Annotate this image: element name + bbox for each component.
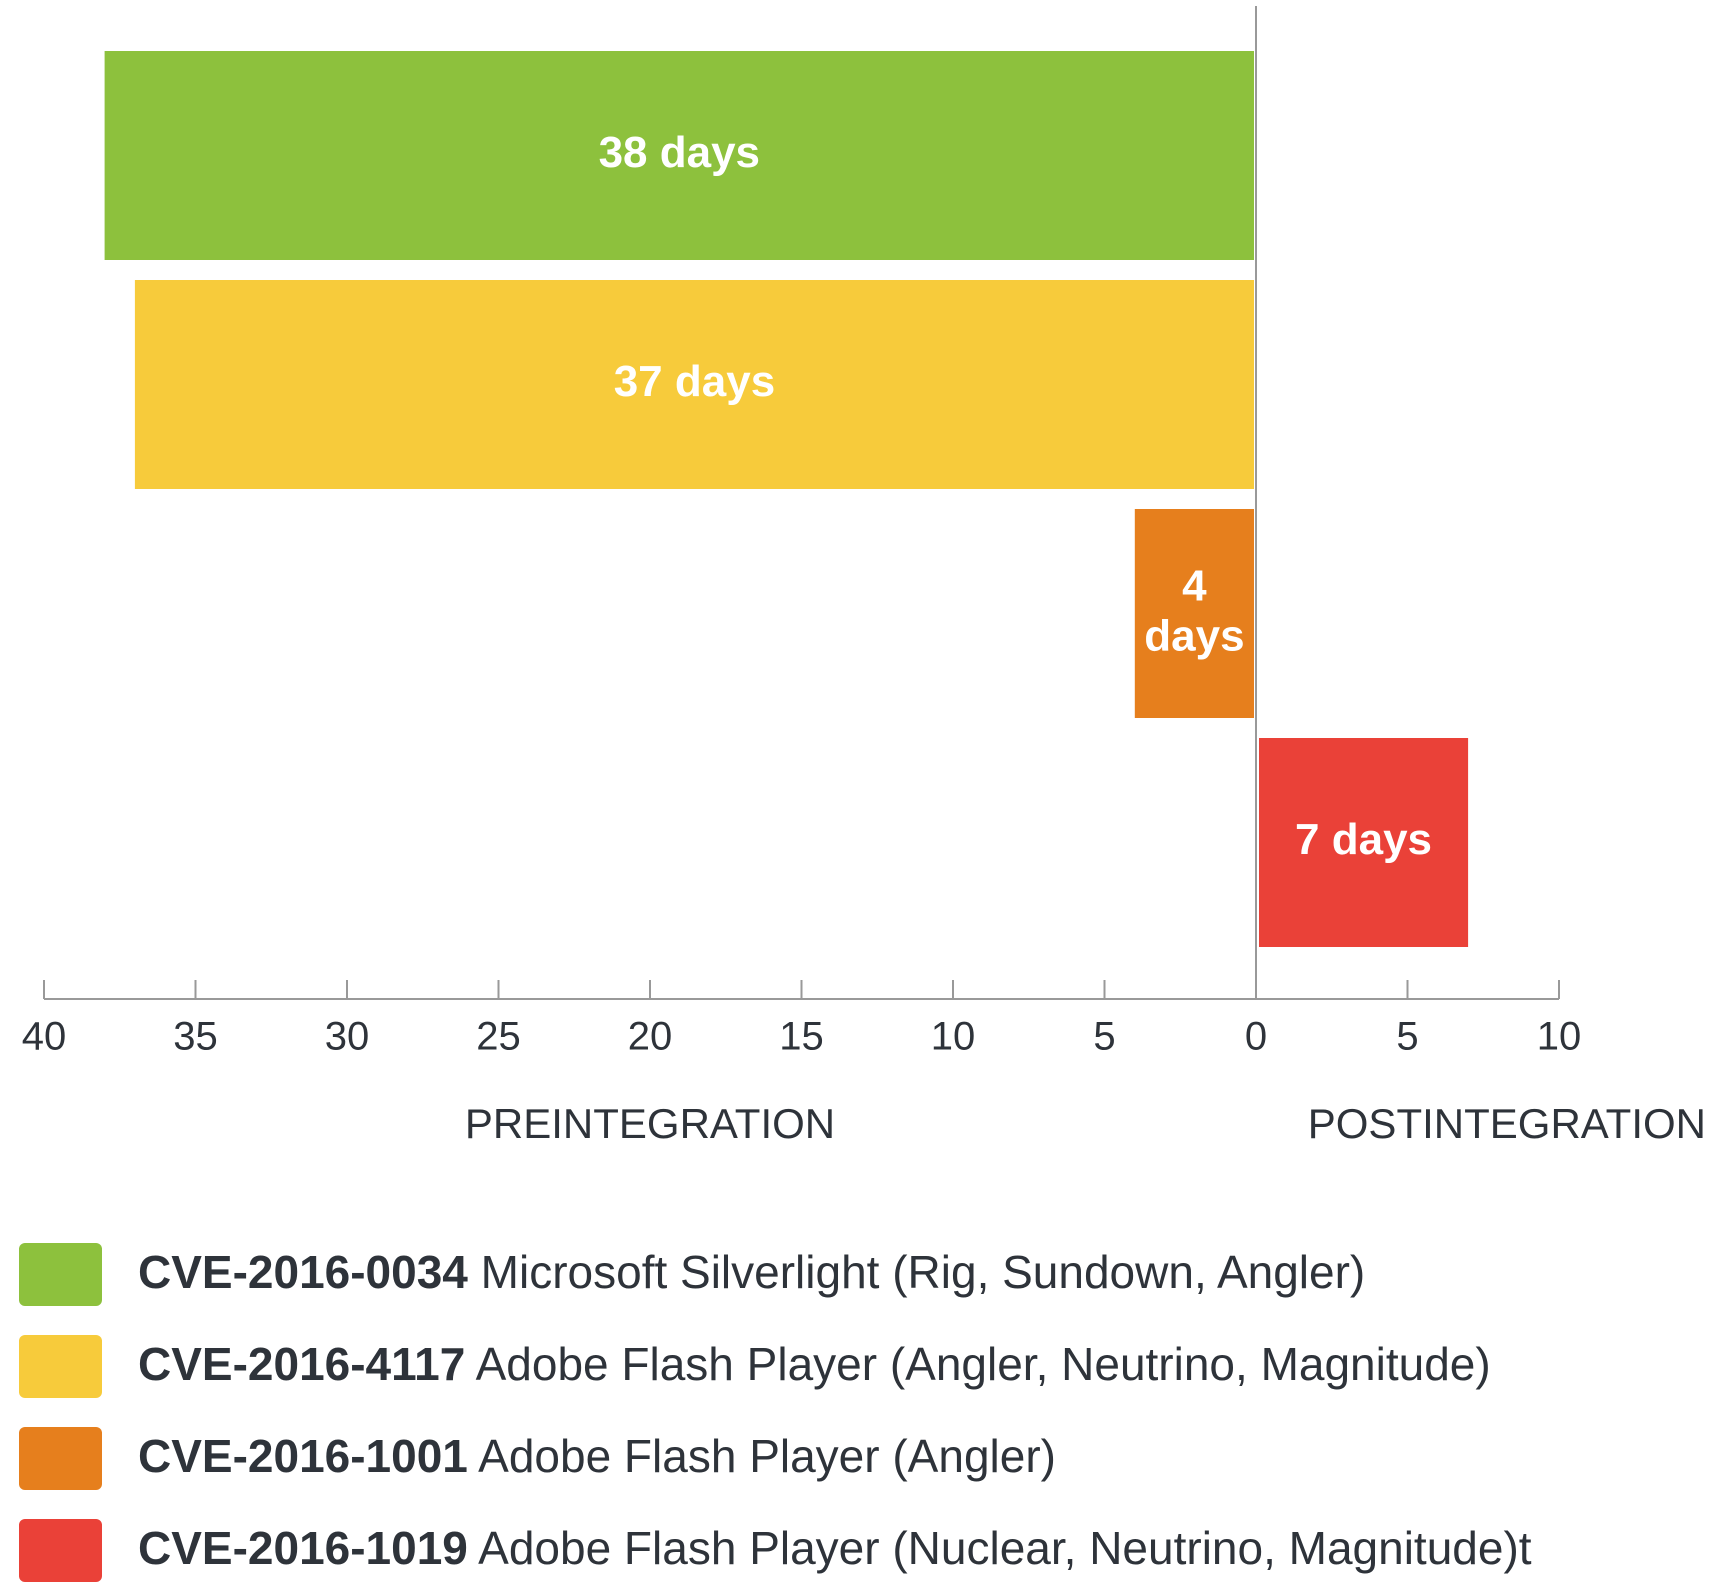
x-tick-label: 10 [931, 1015, 976, 1059]
legend-entry: CVE-2016-1001 Adobe Flash Player (Angler… [138, 1430, 1056, 1482]
bar [1134, 509, 1254, 718]
legend-name: Adobe Flash Player (Nuclear, Neutrino, M… [478, 1522, 1532, 1574]
legend-entry: CVE-2016-0034 Microsoft Silverlight (Rig… [138, 1246, 1365, 1298]
x-tick-label: 0 [1245, 1015, 1267, 1059]
bar-label: 4 days [1144, 561, 1244, 660]
legend-swatch [19, 1519, 102, 1582]
legend-id: CVE-2016-1019 [138, 1522, 468, 1574]
x-tick-label: 10 [1537, 1015, 1582, 1059]
bar [104, 51, 1255, 260]
x-tick-label: 5 [1396, 1015, 1418, 1059]
legend-id: CVE-2016-0034 [138, 1246, 468, 1298]
x-tick-label: 25 [476, 1015, 521, 1059]
bar-label: 38 days [599, 128, 760, 177]
legend-swatch [19, 1335, 102, 1398]
legend-id: CVE-2016-1001 [138, 1430, 468, 1482]
legend-id: CVE-2016-4117 [138, 1338, 465, 1390]
legend-swatch [19, 1243, 102, 1306]
x-tick-label: 5 [1093, 1015, 1115, 1059]
x-tick-label: 20 [628, 1015, 673, 1059]
legend-name: Adobe Flash Player (Angler, Neutrino, Ma… [476, 1338, 1491, 1390]
x-tick-label: 40 [22, 1015, 67, 1059]
legend-swatch [19, 1427, 102, 1490]
legend-entry: CVE-2016-1019 Adobe Flash Player (Nuclea… [138, 1522, 1532, 1574]
bar [134, 280, 1254, 489]
x-tick-label: 35 [173, 1015, 218, 1059]
bar-label: 7 days [1295, 815, 1432, 864]
x2-axis-label: POSTINTEGRATION [1308, 1100, 1706, 1147]
legend-entry: CVE-2016-4117 Adobe Flash Player (Angler… [138, 1338, 1491, 1390]
legend-name: Microsoft Silverlight (Rig, Sundown, Ang… [481, 1246, 1366, 1298]
legend-name: Adobe Flash Player (Angler) [478, 1430, 1056, 1482]
x-tick-label: 30 [325, 1015, 370, 1059]
x-tick-label: 15 [779, 1015, 824, 1059]
bar [1259, 738, 1469, 947]
x-axis-label: PREINTEGRATION [465, 1100, 835, 1147]
bar-label: 37 days [614, 357, 775, 406]
